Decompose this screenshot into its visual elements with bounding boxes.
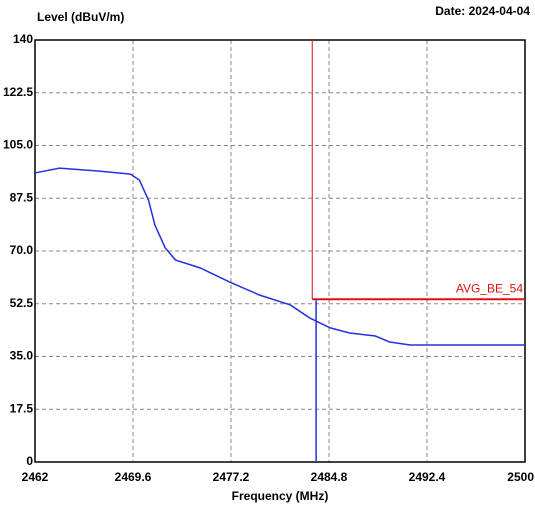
y-tick-label: 140 (13, 32, 33, 46)
y-tick-label: 70.0 (10, 243, 34, 257)
x-tick-label: 2484.8 (311, 470, 348, 484)
plot-frame (34, 39, 526, 463)
x-tick-label: 2462 (22, 470, 49, 484)
y-tick-label: 105.0 (3, 138, 33, 152)
limit-label: AVG_BE_54 (456, 281, 523, 295)
y-tick-label: 0 (26, 454, 33, 468)
y-tick-label: 52.5 (10, 296, 34, 310)
y-axis-label: Level (dBuV/m) (37, 10, 124, 24)
x-tick-label: 2492.4 (409, 470, 446, 484)
chart-date: Date: 2024-04-04 (435, 4, 530, 18)
y-tick-label: 35.0 (10, 349, 34, 363)
x-tick-label: 2469.6 (115, 470, 152, 484)
y-tick-label: 17.5 (10, 401, 34, 415)
x-tick-label: 2500 (507, 470, 534, 484)
y-tick-label: 87.5 (10, 190, 34, 204)
x-axis-label: Frequency (MHz) (232, 489, 329, 503)
trace (34, 167, 525, 346)
y-tick-label: 122.5 (3, 85, 33, 99)
x-tick-label: 2477.2 (213, 470, 250, 484)
